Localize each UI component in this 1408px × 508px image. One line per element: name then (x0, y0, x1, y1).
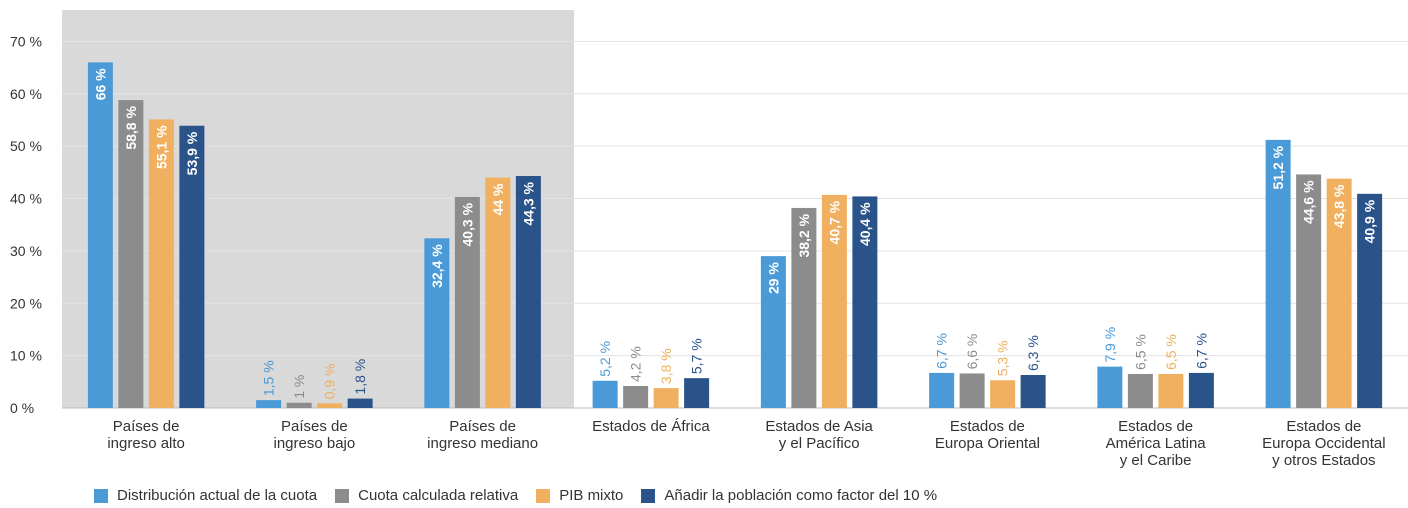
bar (760, 256, 786, 408)
bar (1357, 193, 1383, 408)
y-tick-label: 50 % (10, 138, 42, 154)
value-label: 5,3 % (995, 340, 1011, 376)
y-tick-label: 0 % (10, 400, 34, 416)
x-tick-label: Estados de África (592, 418, 710, 435)
y-tick-label: 10 % (10, 348, 42, 364)
bar (515, 176, 541, 408)
x-tick-label: Estados de Asia y el Pacífico (765, 418, 873, 452)
bar (1296, 174, 1322, 408)
value-label: 0,9 % (322, 363, 338, 399)
value-label: 44,6 % (1301, 180, 1317, 224)
bar (1097, 366, 1123, 408)
bar (623, 386, 649, 408)
value-label: 4,2 % (628, 346, 644, 382)
value-label: 32,4 % (429, 244, 445, 288)
bar (256, 400, 282, 408)
bar (179, 125, 205, 409)
bar (592, 380, 618, 408)
x-tick-label: Países de ingreso mediano (427, 418, 539, 452)
bar (148, 119, 174, 408)
y-tick-label: 40 % (10, 191, 42, 207)
value-label: 6,7 % (1193, 333, 1209, 369)
bar (1265, 139, 1291, 408)
value-label: 5,2 % (597, 341, 613, 377)
x-tick-label: Estados de Europa Oriental (934, 418, 1040, 452)
value-label: 44 % (490, 183, 506, 215)
legend-label: Cuota calculada relativa (358, 487, 519, 504)
value-label: 7,9 % (1102, 327, 1118, 363)
value-label: 51,2 % (1270, 145, 1286, 189)
value-label: 6,3 % (1025, 335, 1041, 371)
legend-item: Distribución actual de la cuota (94, 487, 317, 504)
y-tick-label: 30 % (10, 243, 42, 259)
bar (347, 398, 373, 408)
legend-item: Añadir la población como factor del 10 % (641, 487, 937, 504)
value-label: 40,4 % (857, 202, 873, 246)
value-label: 3,8 % (658, 348, 674, 384)
legend-swatch (94, 488, 108, 503)
bar (791, 207, 817, 408)
legend: Distribución actual de la cuota Cuota cal… (94, 487, 937, 504)
value-label: 53,9 % (184, 131, 200, 175)
legend-item: Cuota calculada relativa (335, 487, 518, 504)
bar (87, 62, 113, 409)
legend-swatch (335, 488, 350, 503)
bar (317, 403, 343, 408)
value-label: 40,7 % (826, 200, 842, 244)
bar (286, 402, 312, 408)
bar (454, 196, 480, 408)
bar (990, 380, 1016, 408)
legend-label: Añadir la población como factor del 10 % (664, 487, 938, 504)
value-label: 6,5 % (1163, 334, 1179, 370)
x-tick-label: Estados de América Latina y el Caribe (1105, 418, 1206, 469)
bar (1020, 375, 1046, 408)
legend-label: PIB mixto (559, 487, 624, 504)
x-tick-label: Países de ingreso alto (107, 418, 185, 452)
value-label: 40,9 % (1362, 199, 1378, 243)
y-tick-label: 20 % (10, 295, 42, 311)
value-label: 40,3 % (459, 202, 475, 246)
bar (653, 388, 679, 408)
bar (684, 378, 710, 408)
x-tick-label: Estados de Europa Occidental y otros Est… (1262, 418, 1386, 469)
bar (929, 372, 955, 408)
value-label: 44,3 % (520, 181, 536, 225)
value-label: 5,7 % (689, 338, 705, 374)
legend-item: PIB mixto (536, 487, 623, 504)
value-label: 1 % (291, 375, 307, 399)
bar (959, 373, 985, 408)
legend-swatch (641, 488, 656, 503)
value-label: 38,2 % (796, 213, 812, 257)
value-label: 55,1 % (153, 125, 169, 169)
value-label: 6,5 % (1132, 334, 1148, 370)
value-label: 6,7 % (934, 333, 950, 369)
bar (485, 177, 511, 408)
bar (821, 194, 847, 408)
bar (118, 100, 144, 409)
bar (1158, 373, 1184, 408)
value-label: 58,8 % (123, 106, 139, 150)
bar (1127, 373, 1153, 408)
bar (1188, 372, 1214, 408)
value-label: 66 % (92, 68, 108, 100)
y-tick-label: 60 % (10, 86, 42, 102)
value-label: 29 % (765, 262, 781, 294)
value-label: 6,6 % (964, 334, 980, 370)
legend-swatch (536, 488, 551, 503)
bar (1326, 178, 1352, 408)
bar (852, 196, 878, 408)
x-tick-label: Países de ingreso bajo (273, 418, 356, 452)
value-label: 1,5 % (261, 360, 277, 396)
legend-label: Distribución actual de la cuota (117, 487, 318, 504)
value-label: 1,8 % (352, 359, 368, 395)
value-label: 43,8 % (1331, 184, 1347, 228)
y-tick-label: 70 % (10, 33, 42, 49)
bar (424, 238, 450, 408)
